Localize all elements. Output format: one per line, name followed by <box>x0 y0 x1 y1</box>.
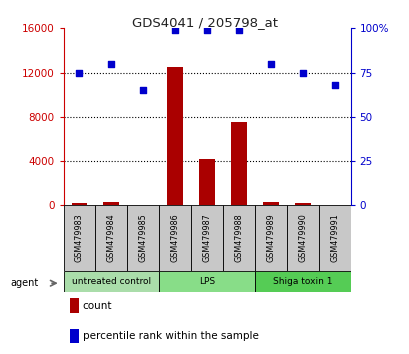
Bar <box>95 205 127 271</box>
Text: GSM479985: GSM479985 <box>138 214 147 262</box>
Bar <box>318 205 350 271</box>
Bar <box>63 205 95 271</box>
Point <box>203 27 210 33</box>
Point <box>267 61 274 67</box>
Text: GSM479986: GSM479986 <box>170 214 179 262</box>
Point <box>139 87 146 93</box>
Bar <box>254 271 350 292</box>
Text: percentile rank within the sample: percentile rank within the sample <box>83 331 258 341</box>
Bar <box>222 205 254 271</box>
Text: Shiga toxin 1: Shiga toxin 1 <box>272 277 332 286</box>
Point <box>171 27 178 33</box>
Text: GSM479983: GSM479983 <box>75 214 84 262</box>
Bar <box>127 205 159 271</box>
Text: GSM479989: GSM479989 <box>266 214 275 262</box>
Bar <box>159 271 254 292</box>
Bar <box>286 205 318 271</box>
Bar <box>262 202 278 205</box>
Text: GSM479984: GSM479984 <box>107 214 116 262</box>
Bar <box>103 202 119 205</box>
Text: GSM479990: GSM479990 <box>297 214 306 262</box>
Point <box>330 82 337 88</box>
Text: agent: agent <box>10 278 38 288</box>
Bar <box>230 122 246 205</box>
Bar <box>294 203 310 205</box>
Bar <box>159 205 191 271</box>
Bar <box>254 205 286 271</box>
Text: GSM479987: GSM479987 <box>202 214 211 262</box>
Text: untreated control: untreated control <box>72 277 151 286</box>
Point <box>108 61 115 67</box>
Point <box>299 70 305 75</box>
Point <box>235 27 242 33</box>
Text: count: count <box>83 301 112 311</box>
Text: GSM479988: GSM479988 <box>234 214 243 262</box>
Point <box>76 70 83 75</box>
Text: GDS4041 / 205798_at: GDS4041 / 205798_at <box>132 16 277 29</box>
Bar <box>63 271 159 292</box>
Bar <box>71 203 87 205</box>
Text: GSM479991: GSM479991 <box>329 214 338 262</box>
Text: LPS: LPS <box>198 277 215 286</box>
Bar <box>167 67 183 205</box>
Bar <box>191 205 222 271</box>
Bar <box>199 159 214 205</box>
